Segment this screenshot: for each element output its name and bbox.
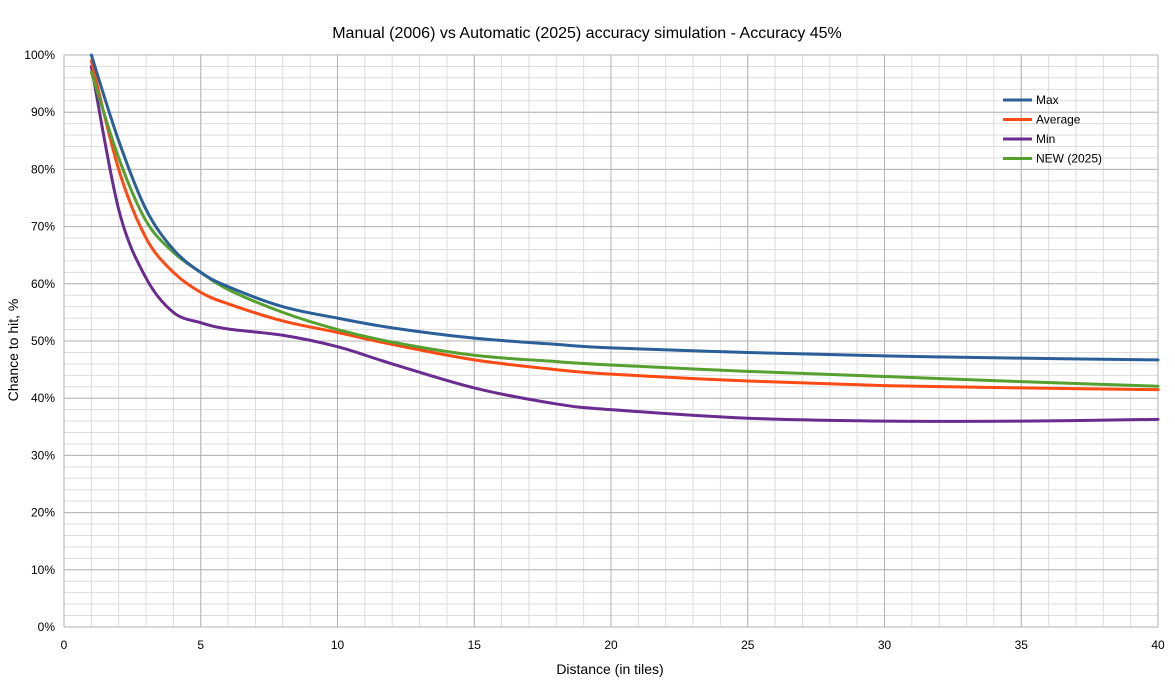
y-tick-label: 30% [31, 448, 55, 462]
x-tick-label: 40 [1151, 638, 1165, 652]
y-tick-label: 80% [31, 162, 55, 176]
x-tick-label: 25 [741, 638, 755, 652]
legend-label-average: Average [1036, 113, 1081, 127]
y-tick-label: 70% [31, 220, 55, 234]
legend-label-max: Max [1036, 93, 1059, 107]
legend-label-new-2025: NEW (2025) [1036, 152, 1102, 166]
y-tick-label: 50% [31, 334, 55, 348]
y-axis-label: Chance to hit, % [5, 299, 21, 402]
y-tick-label: 20% [31, 506, 55, 520]
x-tick-label: 0 [61, 638, 68, 652]
x-tick-label: 35 [1015, 638, 1029, 652]
y-tick-label: 60% [31, 277, 55, 291]
x-tick-label: 15 [468, 638, 482, 652]
y-tick-label: 90% [31, 105, 55, 119]
x-tick-label: 10 [331, 638, 345, 652]
y-tick-label: 10% [31, 563, 55, 577]
x-tick-label: 5 [197, 638, 204, 652]
y-tick-label: 100% [24, 48, 55, 62]
series-layer [89, 53, 1160, 423]
legend: Max Average Min NEW (2025) [1003, 93, 1102, 166]
series-line-new-2025 [89, 70, 1160, 388]
x-axis-label: Distance (in tiles) [556, 661, 663, 677]
y-tick-label: 0% [38, 620, 56, 634]
series-line-average [89, 59, 1160, 392]
legend-label-min: Min [1036, 132, 1055, 146]
major-grid [63, 54, 1159, 628]
chart-title: Manual (2006) vs Automatic (2025) accura… [332, 25, 842, 42]
y-axis-ticks: 0% 10% 20% 30% 40% 50% 60% 70% 80% 90% 100% [24, 48, 55, 634]
x-axis-ticks: 0 5 10 15 20 25 30 35 40 [61, 638, 1165, 652]
x-tick-label: 20 [604, 638, 618, 652]
series-line-max [89, 53, 1160, 362]
x-tick-label: 30 [878, 638, 892, 652]
y-tick-label: 40% [31, 391, 55, 405]
series-line-min [89, 64, 1160, 423]
